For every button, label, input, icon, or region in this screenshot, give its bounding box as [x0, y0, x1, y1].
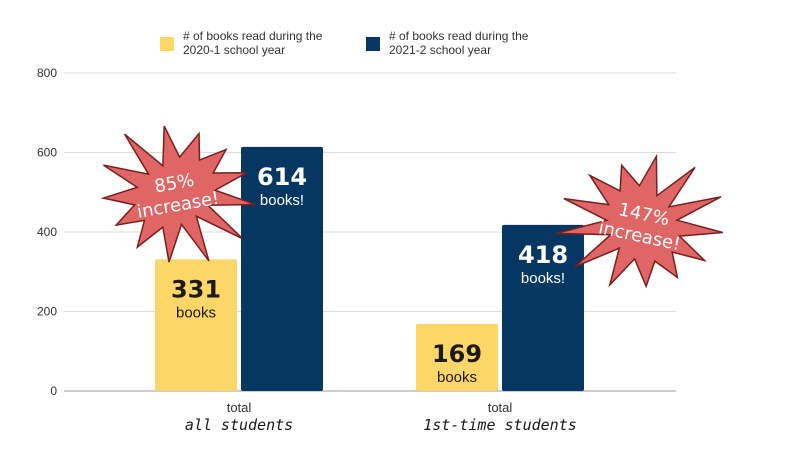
legend-item-2020-1: # of books read during the 2020-1 school… [160, 29, 373, 57]
bar-unit-label: books [176, 304, 216, 321]
legend-item-2021-2: # of books read during the 2021-2 school… [366, 29, 579, 57]
legend-label-2020-1: # of books read during the 2020-1 school… [183, 29, 373, 57]
bar-value-label: 418 [518, 241, 568, 269]
bar-value-label: 169 [432, 340, 482, 368]
legend-label-line2: 2020-1 school year [183, 43, 286, 57]
bar [502, 224, 584, 391]
y-tick-label: 800 [37, 66, 57, 80]
bar [416, 323, 498, 391]
bar-unit-label: books [437, 369, 477, 386]
bar [241, 146, 323, 391]
bar-unit-label: books! [521, 270, 565, 287]
bar-unit-label: books! [260, 192, 304, 209]
increase-starburst: 85%increase! [100, 125, 256, 263]
starburst-shape [100, 125, 256, 263]
y-tick-label: 400 [37, 225, 57, 239]
bar-value-label: 331 [171, 275, 221, 303]
increase-starburst: 147%increase! [556, 153, 723, 289]
y-tick-label: 600 [37, 146, 57, 160]
x-category-label: total [488, 400, 513, 415]
x-category-sublabel: all students [185, 416, 293, 434]
legend-swatch-yellow [160, 37, 174, 51]
legend-label-line1: # of books read during the [389, 29, 529, 43]
y-tick-label: 200 [37, 305, 57, 319]
x-category-sublabel: 1st-time students [423, 416, 577, 434]
y-tick-label: 0 [50, 384, 57, 398]
legend-label-line2: 2021-2 school year [389, 43, 492, 57]
legend-label-2021-2: # of books read during the 2021-2 school… [389, 29, 579, 57]
x-category-label: total [227, 400, 252, 415]
bar [155, 259, 237, 391]
bar-value-label: 614 [257, 163, 307, 191]
legend-swatch-navy [366, 37, 380, 51]
legend-label-line1: # of books read during the [183, 29, 323, 43]
starburst-shape [556, 153, 723, 289]
